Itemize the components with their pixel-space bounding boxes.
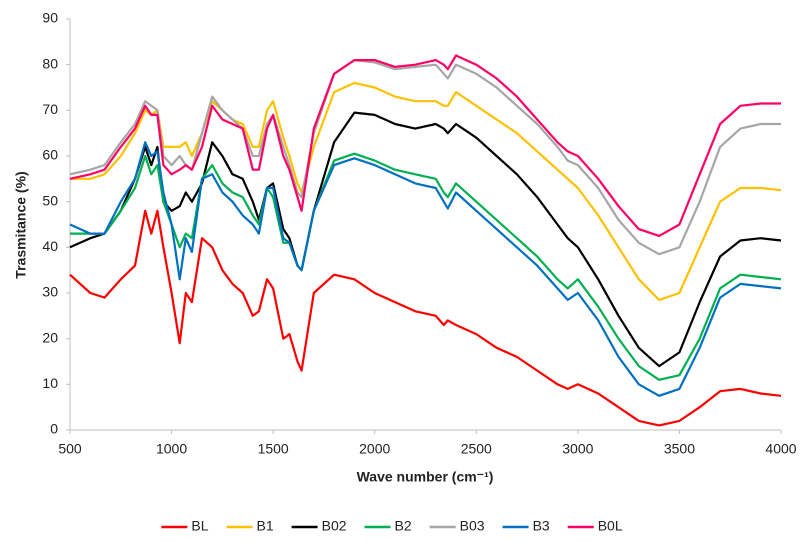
series-line <box>69 141 782 397</box>
y-tick-label: 80 <box>42 55 58 71</box>
x-tick-label: 2500 <box>461 441 492 457</box>
legend-label: B02 <box>322 518 347 534</box>
legend-label: B2 <box>395 518 412 534</box>
series-line <box>69 54 781 237</box>
y-tick-label: 50 <box>42 192 58 208</box>
legend-label: B0L <box>598 518 623 534</box>
series-line <box>69 59 781 256</box>
y-tick-label: 20 <box>42 329 58 345</box>
x-tick-label: 1500 <box>258 441 289 457</box>
x-tick-label: 500 <box>58 441 82 457</box>
y-tick-label: 30 <box>42 284 58 300</box>
x-tick-label: 3500 <box>664 441 695 457</box>
x-tick-label: 1000 <box>156 441 187 457</box>
series-line <box>69 209 782 427</box>
y-tick-label: 90 <box>42 10 58 26</box>
y-tick-label: 0 <box>50 421 58 437</box>
y-axis-title: Trasmitance (%) <box>13 171 29 278</box>
legend-label: B1 <box>256 518 273 534</box>
x-tick-label: 3000 <box>562 441 593 457</box>
y-tick-label: 70 <box>42 101 58 117</box>
series-line <box>70 81 782 301</box>
y-tick-label: 40 <box>42 238 58 254</box>
legend-label: BL <box>191 518 208 534</box>
x-tick-label: 2000 <box>359 441 390 457</box>
x-axis-title: Wave number (cm⁻¹) <box>357 469 494 485</box>
legend-label: B03 <box>460 518 485 534</box>
legend-label: B3 <box>533 518 550 534</box>
y-tick-label: 60 <box>42 147 58 163</box>
x-tick-label: 4000 <box>765 441 796 457</box>
series-line <box>70 152 782 381</box>
y-tick-label: 10 <box>42 375 58 391</box>
